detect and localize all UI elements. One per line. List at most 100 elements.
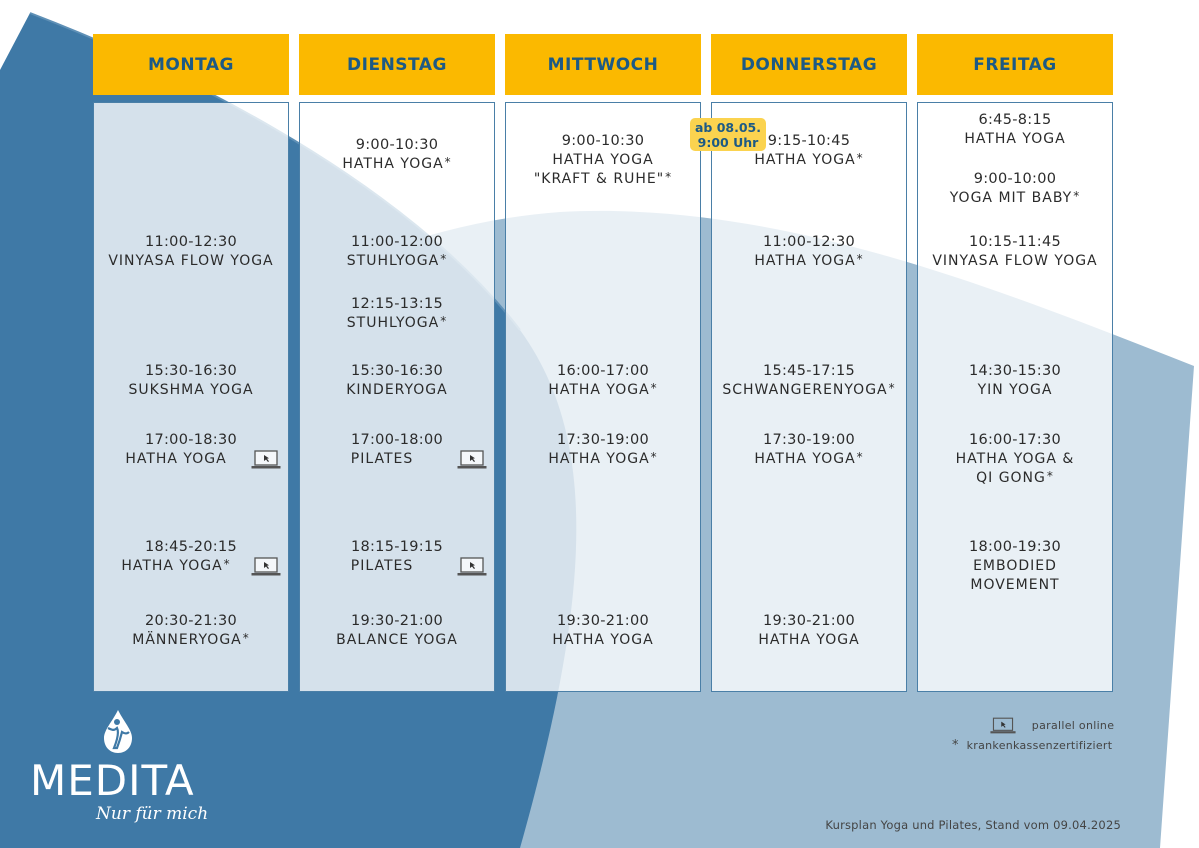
badge-line-2: 9:00 Uhr [697, 135, 759, 150]
class-name: HATHA YOGA* [505, 450, 701, 469]
class-name: PILATES [299, 450, 495, 469]
certified-star: * [223, 557, 231, 571]
class-name: STUHLYOGA* [299, 252, 495, 271]
class-name: PILATES [299, 557, 495, 576]
date-badge: ab 08.05. 9:00 Uhr [690, 118, 766, 151]
class-name: VINYASA FLOW YOGA [93, 252, 289, 271]
class-time: 19:30-21:00 [762, 613, 856, 629]
class-entry: 17:00-18:00 PILATES [299, 431, 495, 469]
class-time: 18:00-19:30 [968, 539, 1062, 555]
class-name-text: HATHA YOGA [548, 451, 650, 467]
class-name: KINDERYOGA [299, 381, 495, 400]
class-name: MÄNNERYOGA* [93, 631, 289, 650]
class-time: 17:30-19:00 [762, 432, 856, 448]
class-time: 14:30-15:30 [968, 363, 1062, 379]
class-name-text: SCHWANGERENYOGA [722, 382, 888, 398]
class-time: 20:30-21:30 [144, 613, 238, 629]
class-name: HATHA YOGA [917, 130, 1113, 149]
class-name-text: STUHLYOGA [346, 253, 440, 269]
class-name: HATHA YOGA* [711, 450, 907, 469]
class-entry: 12:15-13:15 STUHLYOGA* [299, 295, 495, 333]
class-name-text: HATHA YOGA [552, 632, 654, 648]
day-column-mittwoch [505, 102, 701, 692]
class-name: HATHA YOGA* [711, 151, 907, 170]
class-entry: 15:45-17:15 SCHWANGERENYOGA* [711, 362, 907, 400]
day-column-montag [93, 102, 289, 692]
class-name-text: HATHA YOGA [552, 152, 654, 168]
class-name-text: HATHA YOGA & [955, 451, 1075, 467]
class-name-text: STUHLYOGA [346, 315, 440, 331]
laptop-icon [457, 450, 487, 469]
class-time: 18:15-19:15 [350, 539, 444, 555]
day-column-freitag [917, 102, 1113, 692]
class-entry: 9:15-10:45 HATHA YOGA* [711, 132, 907, 170]
class-name: STUHLYOGA* [299, 314, 495, 333]
class-name-text: PILATES [350, 451, 414, 467]
class-entry: 9:00-10:00 YOGA MIT BABY* [917, 170, 1113, 208]
class-name-text: HATHA YOGA [548, 382, 650, 398]
class-time: 6:45-8:15 [978, 112, 1052, 128]
class-entry: 6:45-8:15 HATHA YOGA [917, 111, 1113, 149]
day-column-dienstag [299, 102, 495, 692]
certified-star: * [1046, 469, 1054, 483]
certified-star: * [440, 252, 448, 266]
class-time: 16:00-17:30 [968, 432, 1062, 448]
certified-star: * [1073, 189, 1081, 203]
drop-figure-icon [104, 710, 132, 753]
legend-online: parallel online [990, 717, 1114, 735]
certified-star: * [242, 631, 250, 645]
class-time: 18:45-20:15 [144, 539, 238, 555]
class-time: 15:30-16:30 [350, 363, 444, 379]
class-entry: 19:30-21:00 BALANCE YOGA [299, 612, 495, 650]
class-name-text: VINYASA FLOW YOGA [108, 253, 274, 269]
class-name-text: VINYASA FLOW YOGA [932, 253, 1098, 269]
class-entry: 17:30-19:00 HATHA YOGA* [505, 431, 701, 469]
laptop-icon [457, 557, 487, 576]
class-time: 9:15-10:45 [767, 133, 851, 149]
class-name-text: BALANCE YOGA [336, 632, 458, 648]
class-name-text: HATHA YOGA [754, 451, 856, 467]
class-name-text: PILATES [350, 558, 414, 574]
class-entry: 11:00-12:30 HATHA YOGA* [711, 233, 907, 271]
legend-certified: * krankenkassenzertifiziert [952, 738, 1112, 753]
certified-star: * [856, 252, 864, 266]
class-name-text: HATHA YOGA [754, 152, 856, 168]
class-entry: 15:30-16:30 KINDERYOGA [299, 362, 495, 400]
medita-logo: MEDITA Nur für mich [30, 708, 210, 838]
class-name: VINYASA FLOW YOGA [917, 252, 1113, 271]
class-time: 11:00-12:30 [144, 234, 238, 250]
class-name: HATHA YOGA [505, 151, 701, 170]
class-entry: 17:30-19:00 HATHA YOGA* [711, 431, 907, 469]
day-header-dienstag: DIENSTAG [299, 34, 495, 95]
class-name: HATHA YOGA* [711, 252, 907, 271]
class-time: 19:30-21:00 [350, 613, 444, 629]
class-name-text: HATHA YOGA [754, 253, 856, 269]
class-time: 15:45-17:15 [762, 363, 856, 379]
class-name: EMBODIED [917, 557, 1113, 576]
class-name-text: HATHA YOGA [758, 632, 860, 648]
laptop-icon [251, 450, 281, 469]
class-name-line2: MOVEMENT [917, 576, 1113, 595]
class-name-text: HATHA YOGA [342, 156, 444, 172]
class-name-line2: "KRAFT & RUHE"* [505, 170, 701, 189]
class-name-line2-text: MOVEMENT [970, 577, 1060, 593]
footer-note: Kursplan Yoga und Pilates, Stand vom 09.… [825, 818, 1121, 832]
class-entry: 18:45-20:15 HATHA YOGA* [93, 538, 289, 576]
class-entry: 19:30-21:00 HATHA YOGA [505, 612, 701, 650]
class-name-text: HATHA YOGA [121, 558, 223, 574]
class-time: 11:00-12:00 [350, 234, 444, 250]
class-entry: 16:00-17:00 HATHA YOGA* [505, 362, 701, 400]
class-name-text: KINDERYOGA [346, 382, 448, 398]
day-header-montag: MONTAG [93, 34, 289, 95]
laptop-icon [990, 717, 1016, 734]
class-name: HATHA YOGA [505, 631, 701, 650]
class-time: 17:00-18:30 [144, 432, 238, 448]
class-name: HATHA YOGA* [93, 557, 289, 576]
class-name: SCHWANGERENYOGA* [711, 381, 907, 400]
day-column-donnerstag [711, 102, 907, 692]
class-time: 16:00-17:00 [556, 363, 650, 379]
legend-star: * [952, 738, 959, 753]
certified-star: * [856, 151, 864, 165]
class-entry: 18:15-19:15 PILATES [299, 538, 495, 576]
logo-brand: MEDITA [30, 756, 195, 805]
